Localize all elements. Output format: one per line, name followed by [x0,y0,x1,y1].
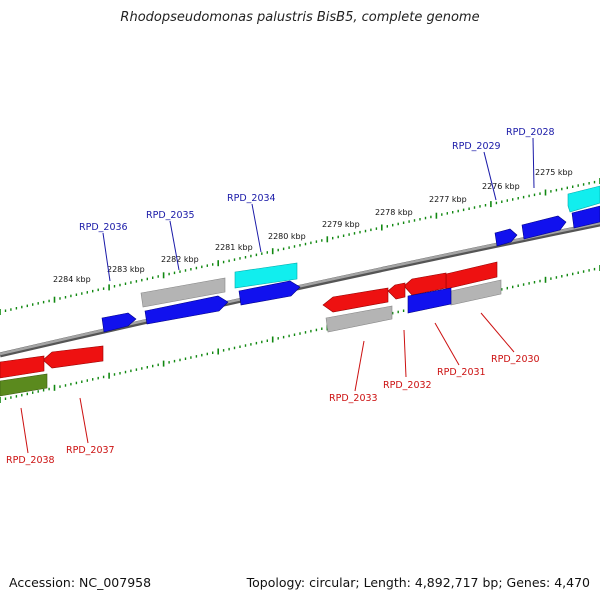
gene-arrow-gray-2033[interactable] [325,305,393,333]
gene-label-rpd-2028: RPD_2028 [506,127,555,138]
gene-label-rpd-2032: RPD_2032 [383,380,432,391]
tick-label-2277: 2277 kbp [429,195,467,204]
gene-label-rpd-2029: RPD_2029 [452,141,501,152]
gene-arrow-rpd-2033[interactable] [322,287,389,313]
gene-label-rpd-2033: RPD_2033 [329,393,378,404]
gene-arrow-rpd-2038[interactable] [0,355,45,379]
tick-label-2283: 2283 kbp [107,265,145,274]
scale-ticks-upper [0,178,600,315]
gene-arrow-rpd-2036[interactable] [101,312,137,333]
gene-label-rpd-2034: RPD_2034 [227,193,276,204]
gene-arrow-rpd-2031[interactable] [403,272,447,296]
gene-label-leaders [20,137,535,454]
genome-summary-text: Topology: circular; Length: 4,892,717 bp… [246,575,590,590]
genome-backbone [0,221,600,358]
gene-arrow-cyan-blue[interactable] [238,280,301,306]
gene-label-rpd-2030: RPD_2030 [491,354,540,365]
gene-arrow-rpd-2037[interactable] [42,345,104,369]
gene-arrow-small-blue[interactable] [494,228,518,247]
tick-label-2282: 2282 kbp [161,255,199,264]
gene-arrow-rpd-2032[interactable] [387,282,406,300]
gene-label-rpd-2035: RPD_2035 [146,210,195,221]
tick-label-2284: 2284 kbp [53,275,91,284]
gene-arrow-rpd-2035[interactable] [140,277,226,308]
gene-label-rpd-2031: RPD_2031 [437,367,486,378]
gene-arrow-blue-2031[interactable] [407,287,452,314]
gene-arrow-blue-long[interactable] [144,295,229,325]
gene-arrow-rpd-2034[interactable] [234,262,298,289]
gene-labels: RPD_2028 RPD_2029 RPD_2034 RPD_2035 RPD_… [6,127,555,466]
scale-tick-labels: 2275 kbp 2276 kbp 2277 kbp 2278 kbp 2279… [53,168,573,284]
tick-label-2279: 2279 kbp [322,220,360,229]
tick-label-2278: 2278 kbp [375,208,413,217]
accession-text: Accession: NC_007958 [9,575,152,590]
gene-arrow-olive[interactable] [0,373,48,397]
map-title: Rhodopseudomonas palustris BisB5, comple… [120,10,480,25]
gene-label-rpd-2036: RPD_2036 [79,222,128,233]
gene-features [0,185,600,397]
tick-label-2280: 2280 kbp [268,232,306,241]
gene-arrow-rpd-2028[interactable] [567,185,600,213]
tick-label-2275: 2275 kbp [535,168,573,177]
gene-label-rpd-2037: RPD_2037 [66,445,115,456]
gene-label-rpd-2038: RPD_2038 [6,455,55,466]
gene-arrow-rpd-2027[interactable] [571,205,600,229]
tick-label-2276: 2276 kbp [482,182,520,191]
gene-arrow-rpd-2029[interactable] [521,215,567,240]
tick-label-2281: 2281 kbp [215,243,253,252]
